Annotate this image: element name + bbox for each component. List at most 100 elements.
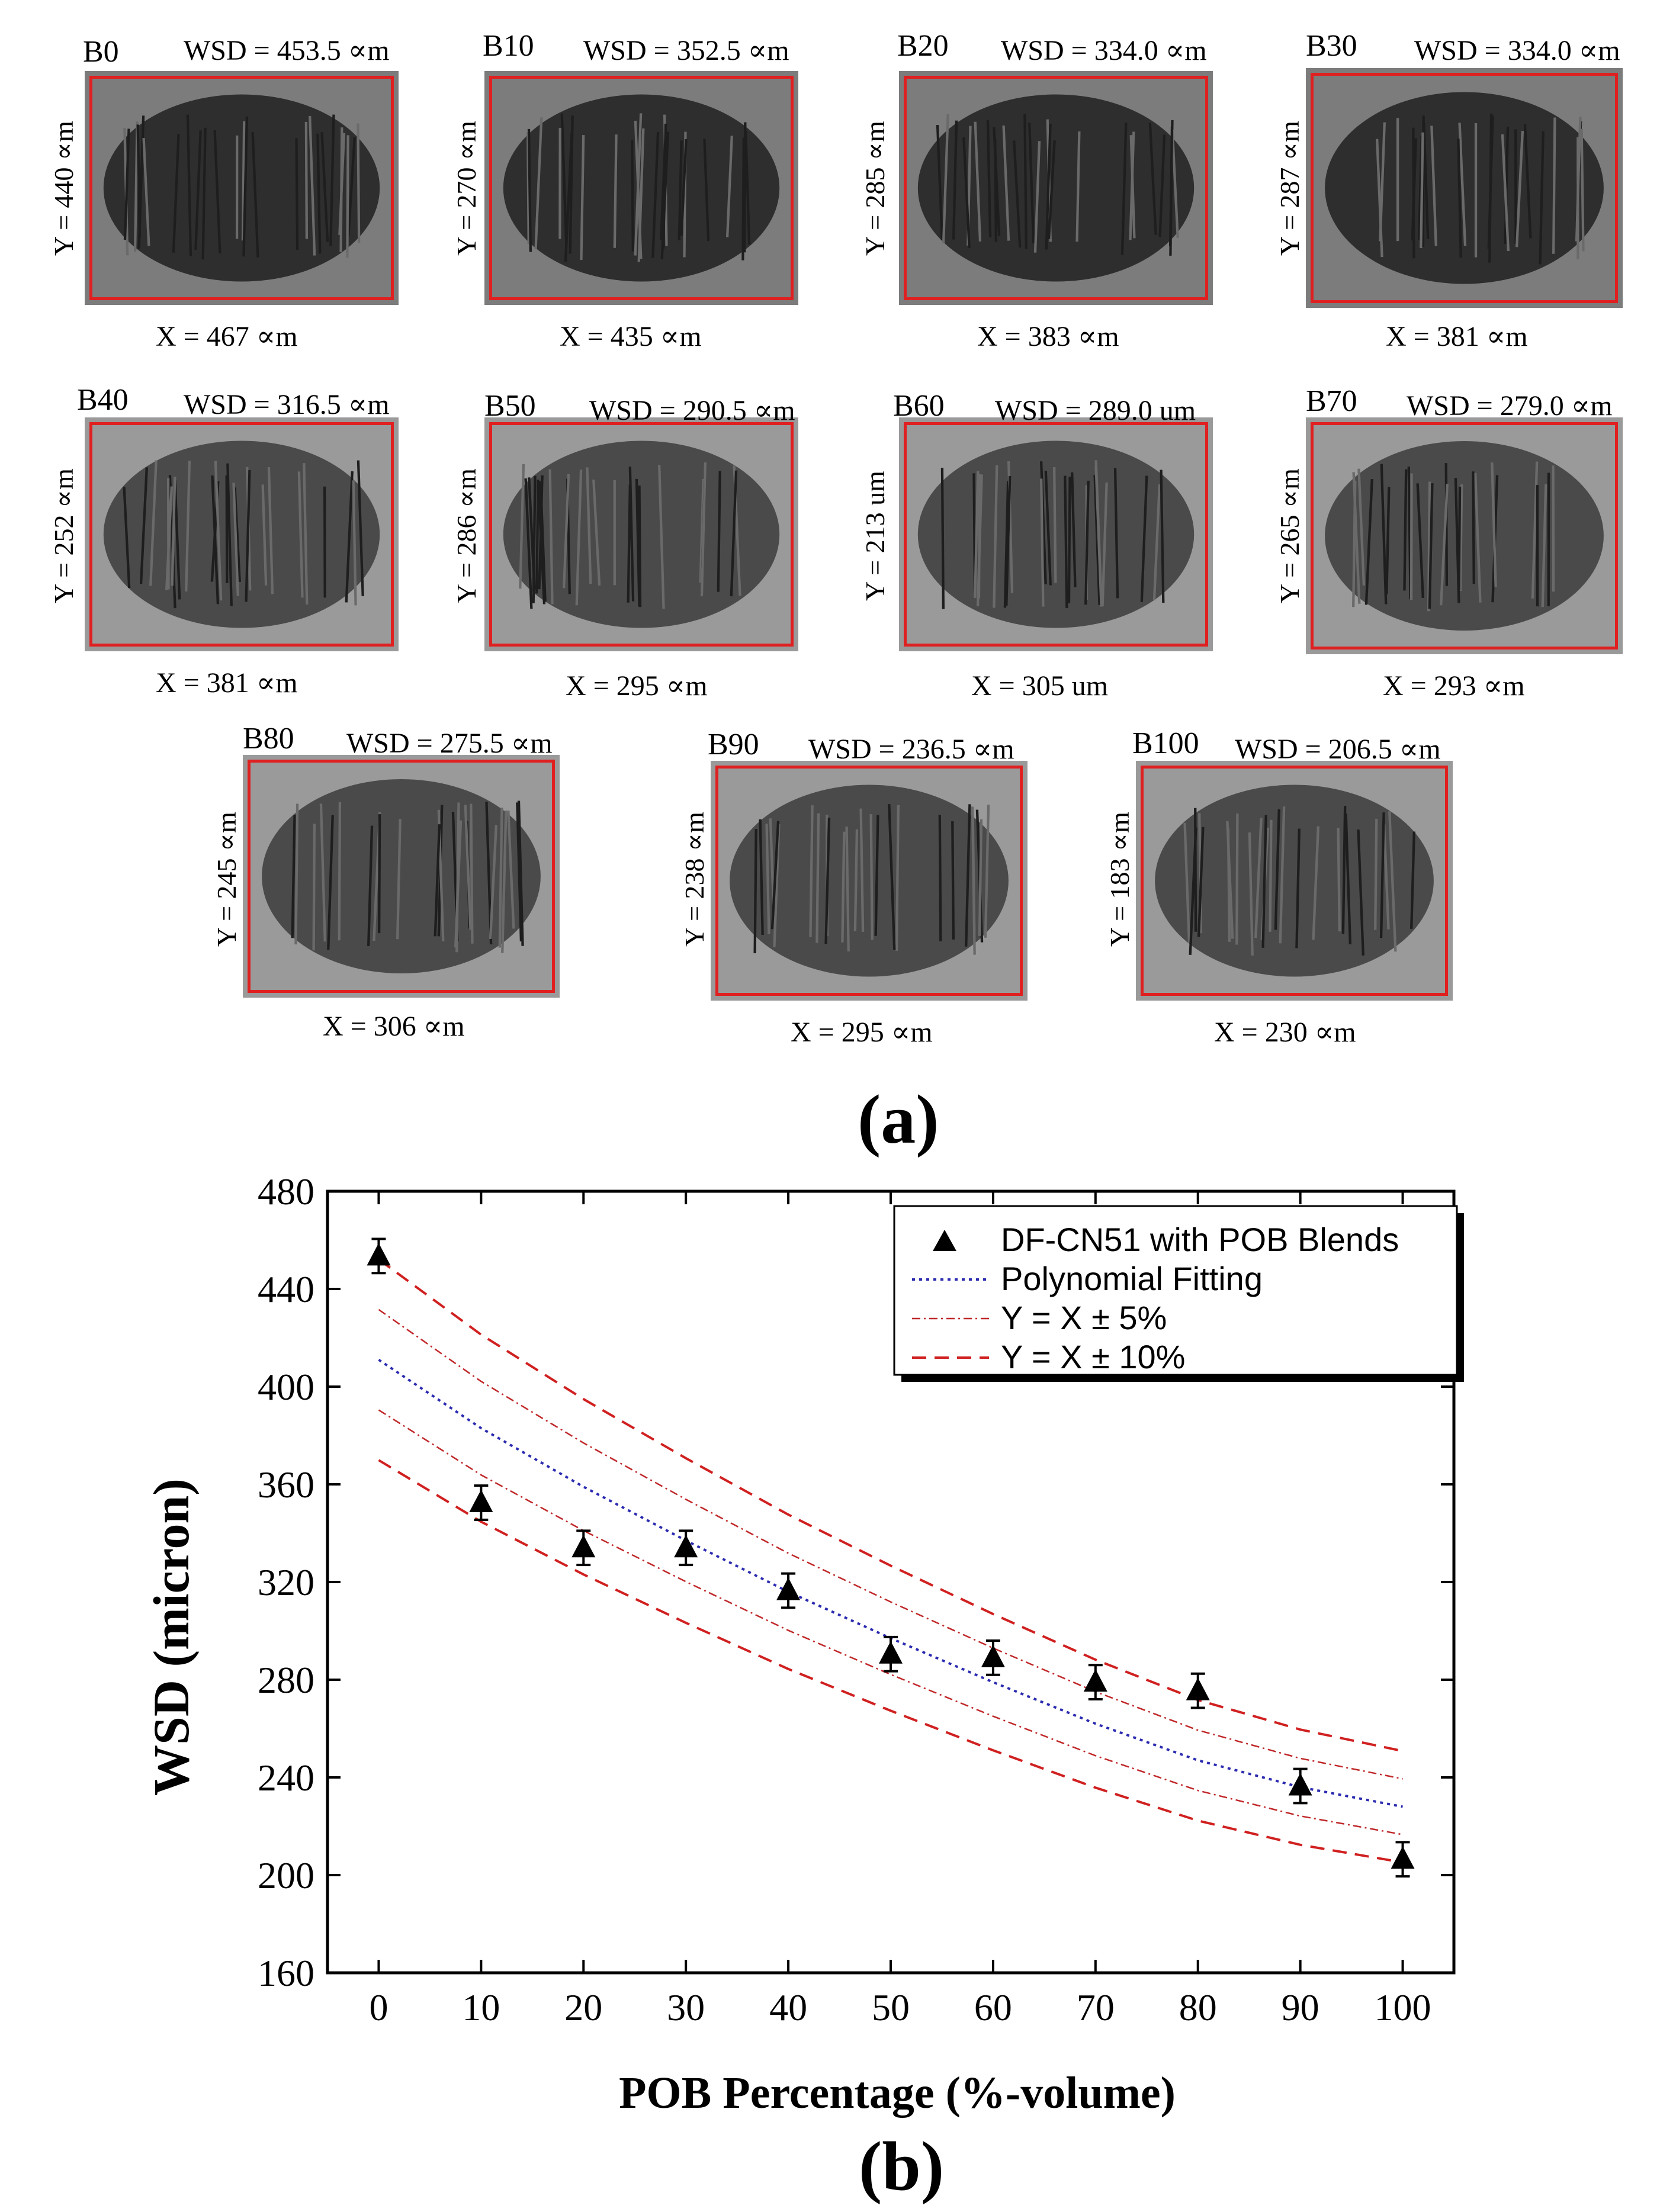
wsd-value: WSD = 334.0 ∝m: [1414, 35, 1620, 66]
y-tick-label: 400: [258, 1366, 314, 1408]
wear-scar: [1155, 785, 1434, 977]
y-tick-label: 240: [258, 1757, 314, 1799]
data-point: [879, 1641, 903, 1664]
x-tick-label: 60: [974, 1986, 1012, 2028]
sample-id: B70: [1306, 384, 1357, 418]
y-tick-label: 360: [258, 1464, 314, 1506]
sample-id: B90: [708, 728, 759, 761]
wear-scar-image: [1136, 761, 1453, 1001]
x-axis-label: POB Percentage (%-volume): [619, 2068, 1176, 2118]
measurement-frame: [1311, 422, 1618, 650]
x-tick-label: 90: [1282, 1986, 1319, 2028]
y-dimension: Y = 286 ∝m: [451, 468, 481, 603]
data-point: [469, 1489, 493, 1512]
wsd-value: WSD = 334.0 ∝m: [1001, 35, 1207, 66]
legend-10-label: Y = X ± 10%: [1001, 1338, 1185, 1375]
wsd-value: WSD = 316.5 ∝m: [184, 389, 390, 420]
sample-id: B0: [83, 35, 119, 69]
x-dimension: X = 293 ∝m: [1383, 670, 1525, 702]
data-point: [1391, 1846, 1415, 1869]
y-tick-label: 280: [258, 1659, 314, 1701]
sample-id: B60: [893, 389, 945, 423]
band-plus-5: [378, 1308, 1403, 1780]
legend-points-label: DF-CN51 with POB Blends: [1001, 1221, 1399, 1258]
legend-5-label: Y = X ± 5%: [1001, 1299, 1167, 1336]
wsd-value: WSD = 290.5 ∝m: [589, 395, 795, 426]
x-tick-label: 10: [462, 1986, 500, 2028]
y-dimension: Y = 245 ∝m: [211, 812, 242, 947]
measurement-frame: [904, 422, 1208, 647]
measurement-frame: [904, 76, 1208, 300]
x-tick-label: 50: [872, 1986, 910, 2028]
panel-b-label: (b): [859, 2127, 945, 2205]
y-tick-label: 440: [258, 1268, 314, 1310]
measurement-frame: [715, 766, 1023, 996]
panel-a-label: (a): [858, 1081, 939, 1158]
x-dimension: X = 381 ∝m: [1386, 321, 1528, 352]
wear-scar-image: [85, 417, 399, 651]
data-point: [776, 1577, 801, 1600]
sample-id: B80: [243, 722, 294, 755]
x-dimension: X = 306 ∝m: [323, 1011, 465, 1042]
measurement-frame: [1311, 73, 1618, 303]
sample-id: B40: [77, 383, 129, 417]
y-dimension: Y = 265 ∝m: [1274, 468, 1305, 603]
sample-id: B20: [897, 29, 949, 63]
data-point: [674, 1535, 698, 1558]
legend-fit-label: Polynomial Fitting: [1001, 1260, 1263, 1297]
y-dimension: Y = 440 ∝m: [49, 121, 79, 256]
y-dimension: Y = 270 ∝m: [451, 121, 481, 256]
wsd-value: WSD = 453.5 ∝m: [184, 35, 390, 66]
data-point: [1083, 1669, 1107, 1692]
wsd-value: WSD = 236.5 ∝m: [808, 734, 1014, 765]
band-plus-10: [378, 1258, 1403, 1753]
x-tick-label: 70: [1077, 1986, 1115, 2028]
measurement-frame: [489, 76, 794, 300]
x-dimension: X = 295 ∝m: [566, 670, 708, 702]
wsd-value: WSD = 275.5 ∝m: [346, 728, 553, 759]
y-axis-label: WSD (micron): [143, 1478, 200, 1796]
wear-scar: [503, 441, 780, 628]
y-dimension: Y = 238 ∝m: [679, 812, 709, 947]
sample-id: B10: [483, 29, 534, 63]
measurement-frame: [248, 760, 555, 993]
x-tick-label: 30: [667, 1986, 705, 2028]
band-minus-5: [378, 1409, 1403, 1835]
wsd-value: WSD = 352.5 ∝m: [583, 35, 789, 66]
y-dimension: Y = 183 ∝m: [1104, 812, 1135, 947]
wear-scar-image: [484, 417, 798, 651]
x-tick-label: 80: [1179, 1986, 1217, 2028]
x-dimension: X = 305 um: [971, 670, 1109, 702]
polynomial-fit-line: [378, 1358, 1403, 1808]
wsd-value: WSD = 279.0 ∝m: [1407, 390, 1613, 422]
x-tick-label: 20: [564, 1986, 602, 2028]
y-tick-label: 320: [258, 1561, 314, 1603]
y-dimension: Y = 285 ∝m: [860, 121, 890, 256]
x-dimension: X = 381 ∝m: [156, 667, 298, 699]
data-point: [367, 1243, 391, 1266]
data-point: [1288, 1773, 1312, 1796]
y-dimension: Y = 213 um: [860, 471, 890, 601]
wsd-value: WSD = 206.5 ∝m: [1235, 734, 1441, 765]
x-tick-label: 40: [769, 1986, 807, 2028]
wear-scar-image: [711, 761, 1028, 1001]
wsd-chart: 160 200 240 280 320 360 400 440 480 0 10 20 30 40 50 60…: [143, 1171, 1464, 2118]
legend-box: [893, 1205, 1458, 1376]
band-minus-10: [378, 1459, 1403, 1864]
plot-area: 160 200 240 280 320 360 400 440 480 0 10 20 30 40 50 60…: [258, 1171, 1464, 2028]
x-tick-label: 0: [369, 1986, 388, 2028]
measurement-frame: [1141, 766, 1448, 996]
y-tick-label: 480: [258, 1171, 314, 1213]
y-tick-label: 200: [258, 1854, 314, 1896]
wear-scar-image: [484, 71, 798, 305]
wear-scar: [1325, 92, 1604, 284]
x-dimension: X = 467 ∝m: [156, 321, 298, 352]
measurement-frame: [89, 422, 394, 647]
data-point: [981, 1644, 1005, 1667]
y-tick-label: 160: [258, 1952, 314, 1994]
legend-marker-points: [933, 1230, 956, 1251]
sample-id: B100: [1132, 726, 1199, 760]
wear-scar-image: [1306, 417, 1623, 654]
wear-scar-image: [243, 755, 560, 998]
data-point: [1186, 1677, 1210, 1700]
